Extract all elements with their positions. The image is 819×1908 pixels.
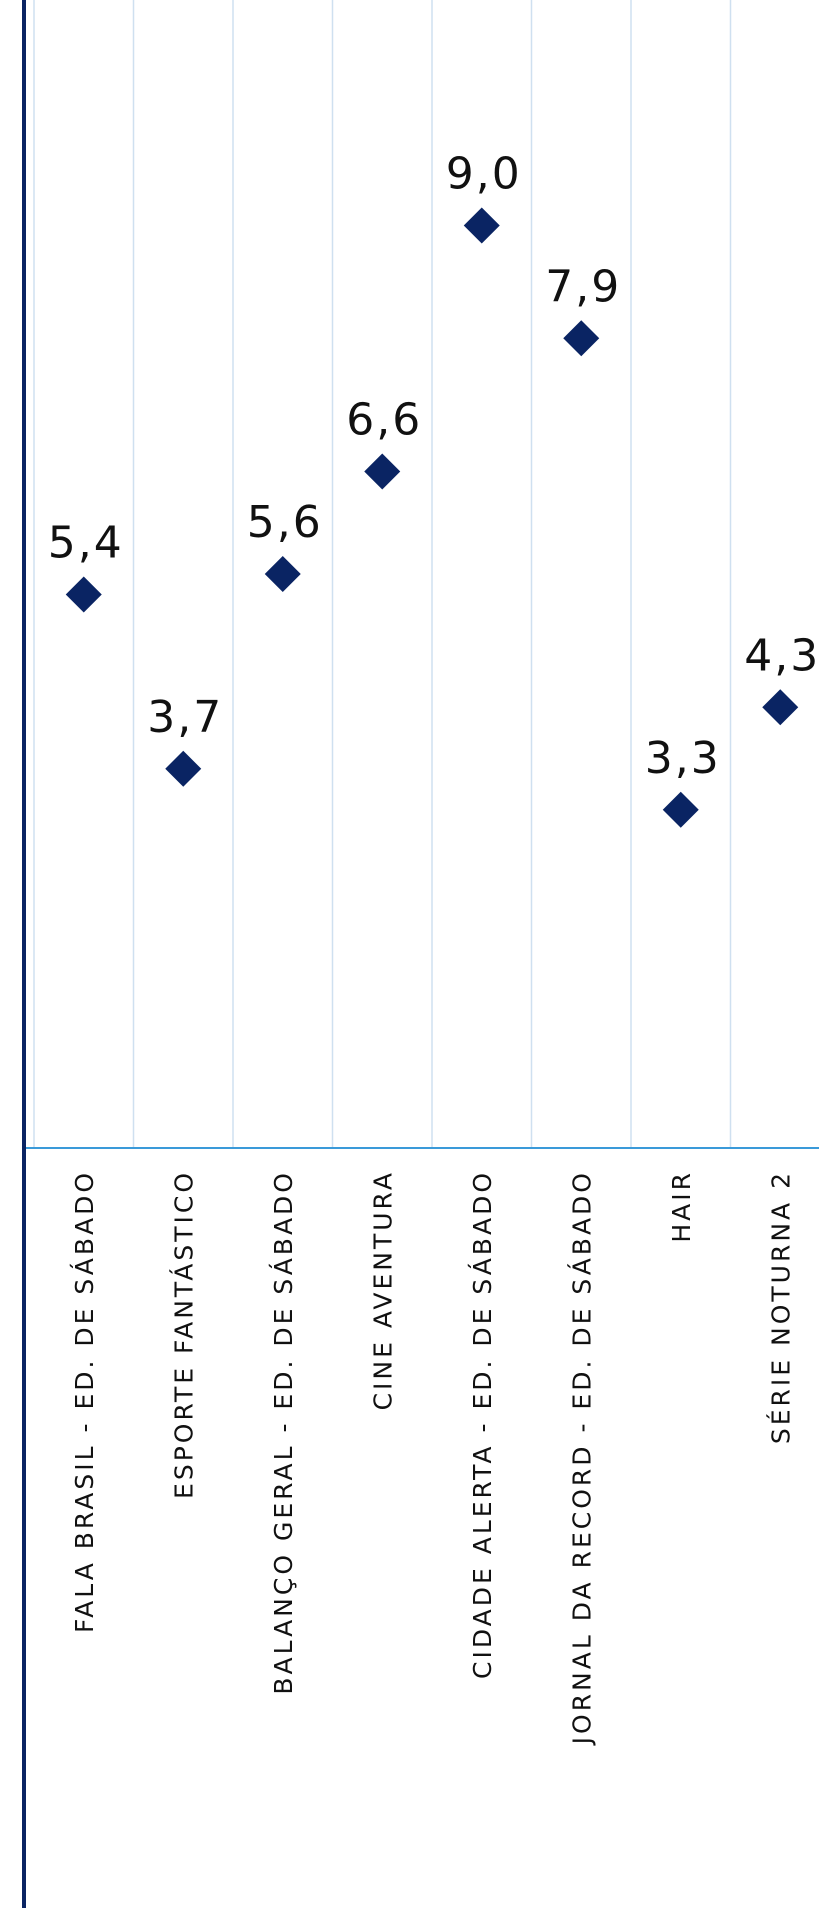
x-axis-tick-labels: FALA BRASIL - ED. DE SÁBADO ESPORTE FANTÁ… xyxy=(70,1170,796,1746)
x-tick-label-6: HAIR xyxy=(667,1170,696,1243)
data-label-3: 6,6 xyxy=(346,395,422,446)
data-point-2 xyxy=(264,556,301,592)
data-label-4: 9,0 xyxy=(446,149,522,200)
data-label-2: 5,6 xyxy=(247,497,323,548)
x-tick-label-2: BALANÇO GERAL - ED. DE SÁBADO xyxy=(269,1170,298,1695)
data-label-5: 7,9 xyxy=(545,261,621,312)
x-tick-label-0: FALA BRASIL - ED. DE SÁBADO xyxy=(70,1170,99,1633)
data-markers xyxy=(65,207,799,828)
x-tick-label-5: JORNAL DA RECORD - ED. DE SÁBADO xyxy=(567,1170,596,1746)
x-tick-label-3: CINE AVENTURA xyxy=(368,1170,397,1410)
x-tick-label-4: CIDADE ALERTA - ED. DE SÁBADO xyxy=(468,1170,497,1679)
x-tick-label-1: ESPORTE FANTÁSTICO xyxy=(169,1170,198,1499)
data-point-0 xyxy=(65,576,102,613)
data-label-6: 3,3 xyxy=(645,733,721,784)
data-value-labels: 5,4 3,7 5,6 6,6 9,0 7,9 3,3 4,3 xyxy=(48,149,819,784)
data-point-1 xyxy=(165,750,202,787)
grid-lines xyxy=(33,0,732,1148)
data-point-5 xyxy=(563,320,600,357)
data-point-4 xyxy=(463,207,500,244)
data-label-7: 4,3 xyxy=(744,630,819,681)
data-point-6 xyxy=(662,791,699,828)
x-tick-label-7: SÉRIE NOTURNA 2 xyxy=(766,1170,795,1444)
data-label-0: 5,4 xyxy=(48,518,124,569)
data-point-3 xyxy=(364,453,401,490)
data-point-7 xyxy=(762,689,799,726)
data-label-1: 3,7 xyxy=(147,692,223,743)
